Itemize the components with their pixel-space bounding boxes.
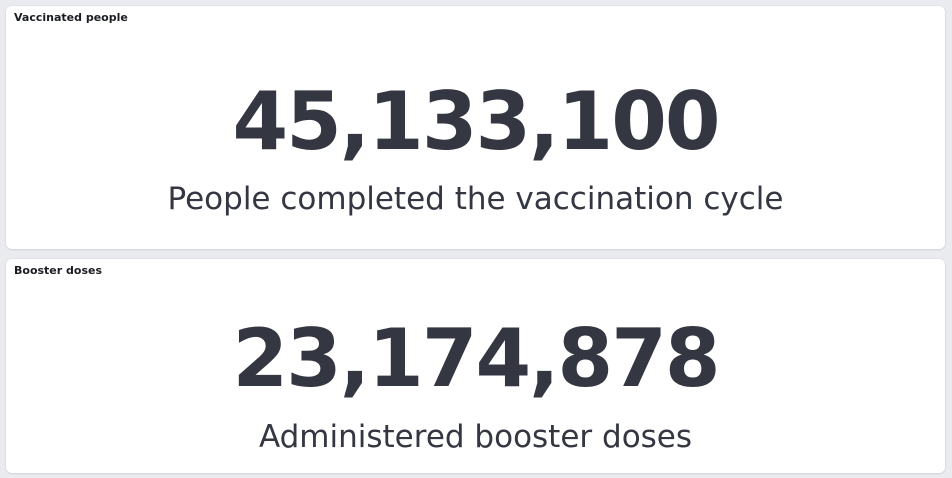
panel-title: Vaccinated people [14,11,128,24]
metric-panel-booster: Booster doses 23,174,878 Administered bo… [6,259,945,473]
panel-title: Booster doses [14,264,103,277]
metric-value: 45,133,100 [232,75,720,168]
metric-value: 23,174,878 [232,312,720,405]
metric-panel-vaccinated: Vaccinated people 45,133,100 People comp… [6,6,945,249]
metric-label: People completed the vaccination cycle [167,181,784,217]
metric-label: Administered booster doses [258,419,693,455]
